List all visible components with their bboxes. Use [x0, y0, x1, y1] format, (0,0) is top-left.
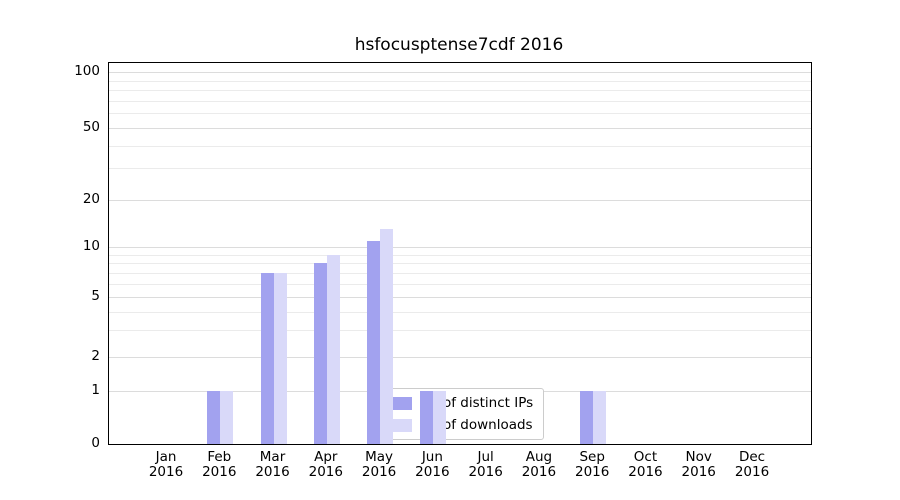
x-tick-label: Sep 2016 [574, 449, 610, 480]
legend: Nb of distinct IPs Nb of downloads [375, 388, 545, 440]
x-tick-label: Apr 2016 [308, 449, 343, 480]
gridline [109, 168, 811, 169]
bar-downloads [274, 273, 287, 444]
x-tick-label: Mar 2016 [255, 449, 290, 480]
gridline [109, 81, 811, 82]
bar-distinct-ips [207, 391, 220, 444]
bar-downloads [380, 229, 393, 444]
chart-title: hsfocusptense7cdf 2016 [354, 35, 564, 55]
gridline [109, 357, 811, 358]
gridline [109, 101, 811, 102]
gridline [109, 312, 811, 313]
gridline [109, 90, 811, 91]
bar-downloads [220, 391, 233, 444]
gridline [109, 146, 811, 147]
gridline [109, 273, 811, 274]
gridline [109, 255, 811, 256]
legend-label-distinct-ips: Nb of distinct IPs [420, 395, 534, 411]
y-tick-label: 20 [82, 191, 100, 207]
bar-downloads [593, 391, 606, 444]
y-tick-label: 1 [91, 382, 100, 398]
x-tick-label: Feb 2016 [202, 449, 237, 480]
x-tick-label: May 2016 [361, 449, 397, 480]
gridline [109, 263, 811, 264]
legend-item-downloads: Nb of downloads [386, 417, 533, 433]
gridline [109, 200, 811, 201]
bar-downloads [327, 255, 340, 444]
bar-distinct-ips [314, 263, 327, 444]
gridline [109, 128, 811, 129]
y-tick-label: 100 [74, 63, 100, 79]
x-tick-label: Nov 2016 [681, 449, 716, 480]
x-tick-label: Aug 2016 [521, 449, 557, 480]
bar-distinct-ips [580, 391, 593, 444]
gridline [109, 72, 811, 73]
x-tick-label: Jun 2016 [415, 449, 450, 480]
bar-downloads [433, 391, 446, 444]
bar-distinct-ips [261, 273, 274, 444]
gridline [109, 247, 811, 248]
plot-area: Nb of distinct IPs Nb of downloads [108, 62, 812, 445]
bar-distinct-ips [367, 241, 380, 444]
x-tick-label: Jan 2016 [148, 449, 184, 480]
legend-item-distinct-ips: Nb of distinct IPs [386, 395, 533, 411]
gridline [109, 297, 811, 298]
x-tick-label: Jul 2016 [468, 449, 503, 480]
y-tick-label: 5 [91, 288, 100, 304]
gridline [109, 284, 811, 285]
x-tick-label: Oct 2016 [628, 449, 663, 480]
bar-distinct-ips [420, 391, 433, 444]
y-tick-label: 50 [82, 119, 100, 135]
legend-label-downloads: Nb of downloads [420, 417, 533, 433]
gridline [109, 113, 811, 114]
gridline [109, 330, 811, 331]
y-tick-label: 2 [91, 348, 100, 364]
x-tick-label: Dec 2016 [734, 449, 770, 480]
y-tick-label: 10 [82, 238, 100, 254]
y-tick-label: 0 [91, 435, 100, 451]
